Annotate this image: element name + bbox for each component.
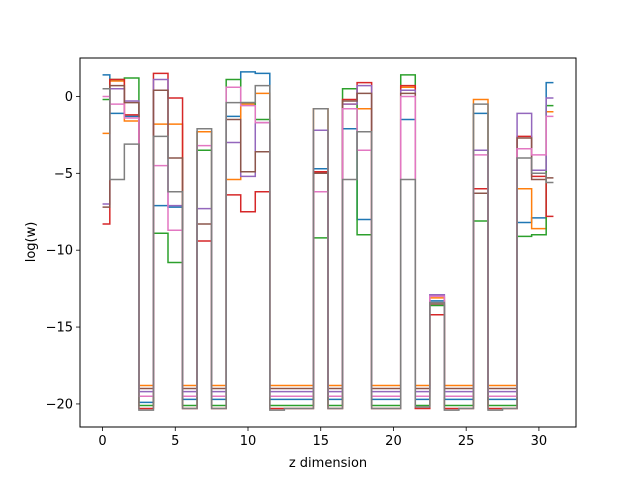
series-layer	[102, 71, 554, 411]
y-axis-label: log(w)	[24, 222, 39, 263]
y-axis: 0 −5 −10 −15 −20	[46, 90, 80, 412]
y-tick-label: 0	[65, 90, 73, 105]
x-tick-label: 15	[312, 434, 329, 449]
y-tick-label: −15	[46, 321, 73, 336]
x-tick-label: 30	[531, 434, 548, 449]
x-tick-label: 0	[98, 434, 106, 449]
x-tick-label: 5	[171, 434, 179, 449]
x-tick-label: 20	[385, 434, 402, 449]
plot-frame	[79, 57, 577, 428]
x-axis-label: z dimension	[289, 456, 367, 471]
x-tick-label: 10	[240, 434, 257, 449]
y-tick-label: −10	[46, 244, 73, 259]
y-tick-label: −5	[54, 167, 73, 182]
x-tick-label: 25	[458, 434, 475, 449]
series-line-8	[102, 84, 554, 411]
y-tick-label: −20	[46, 397, 73, 412]
x-axis: 0 5 10 15 20 25 30	[98, 427, 547, 449]
